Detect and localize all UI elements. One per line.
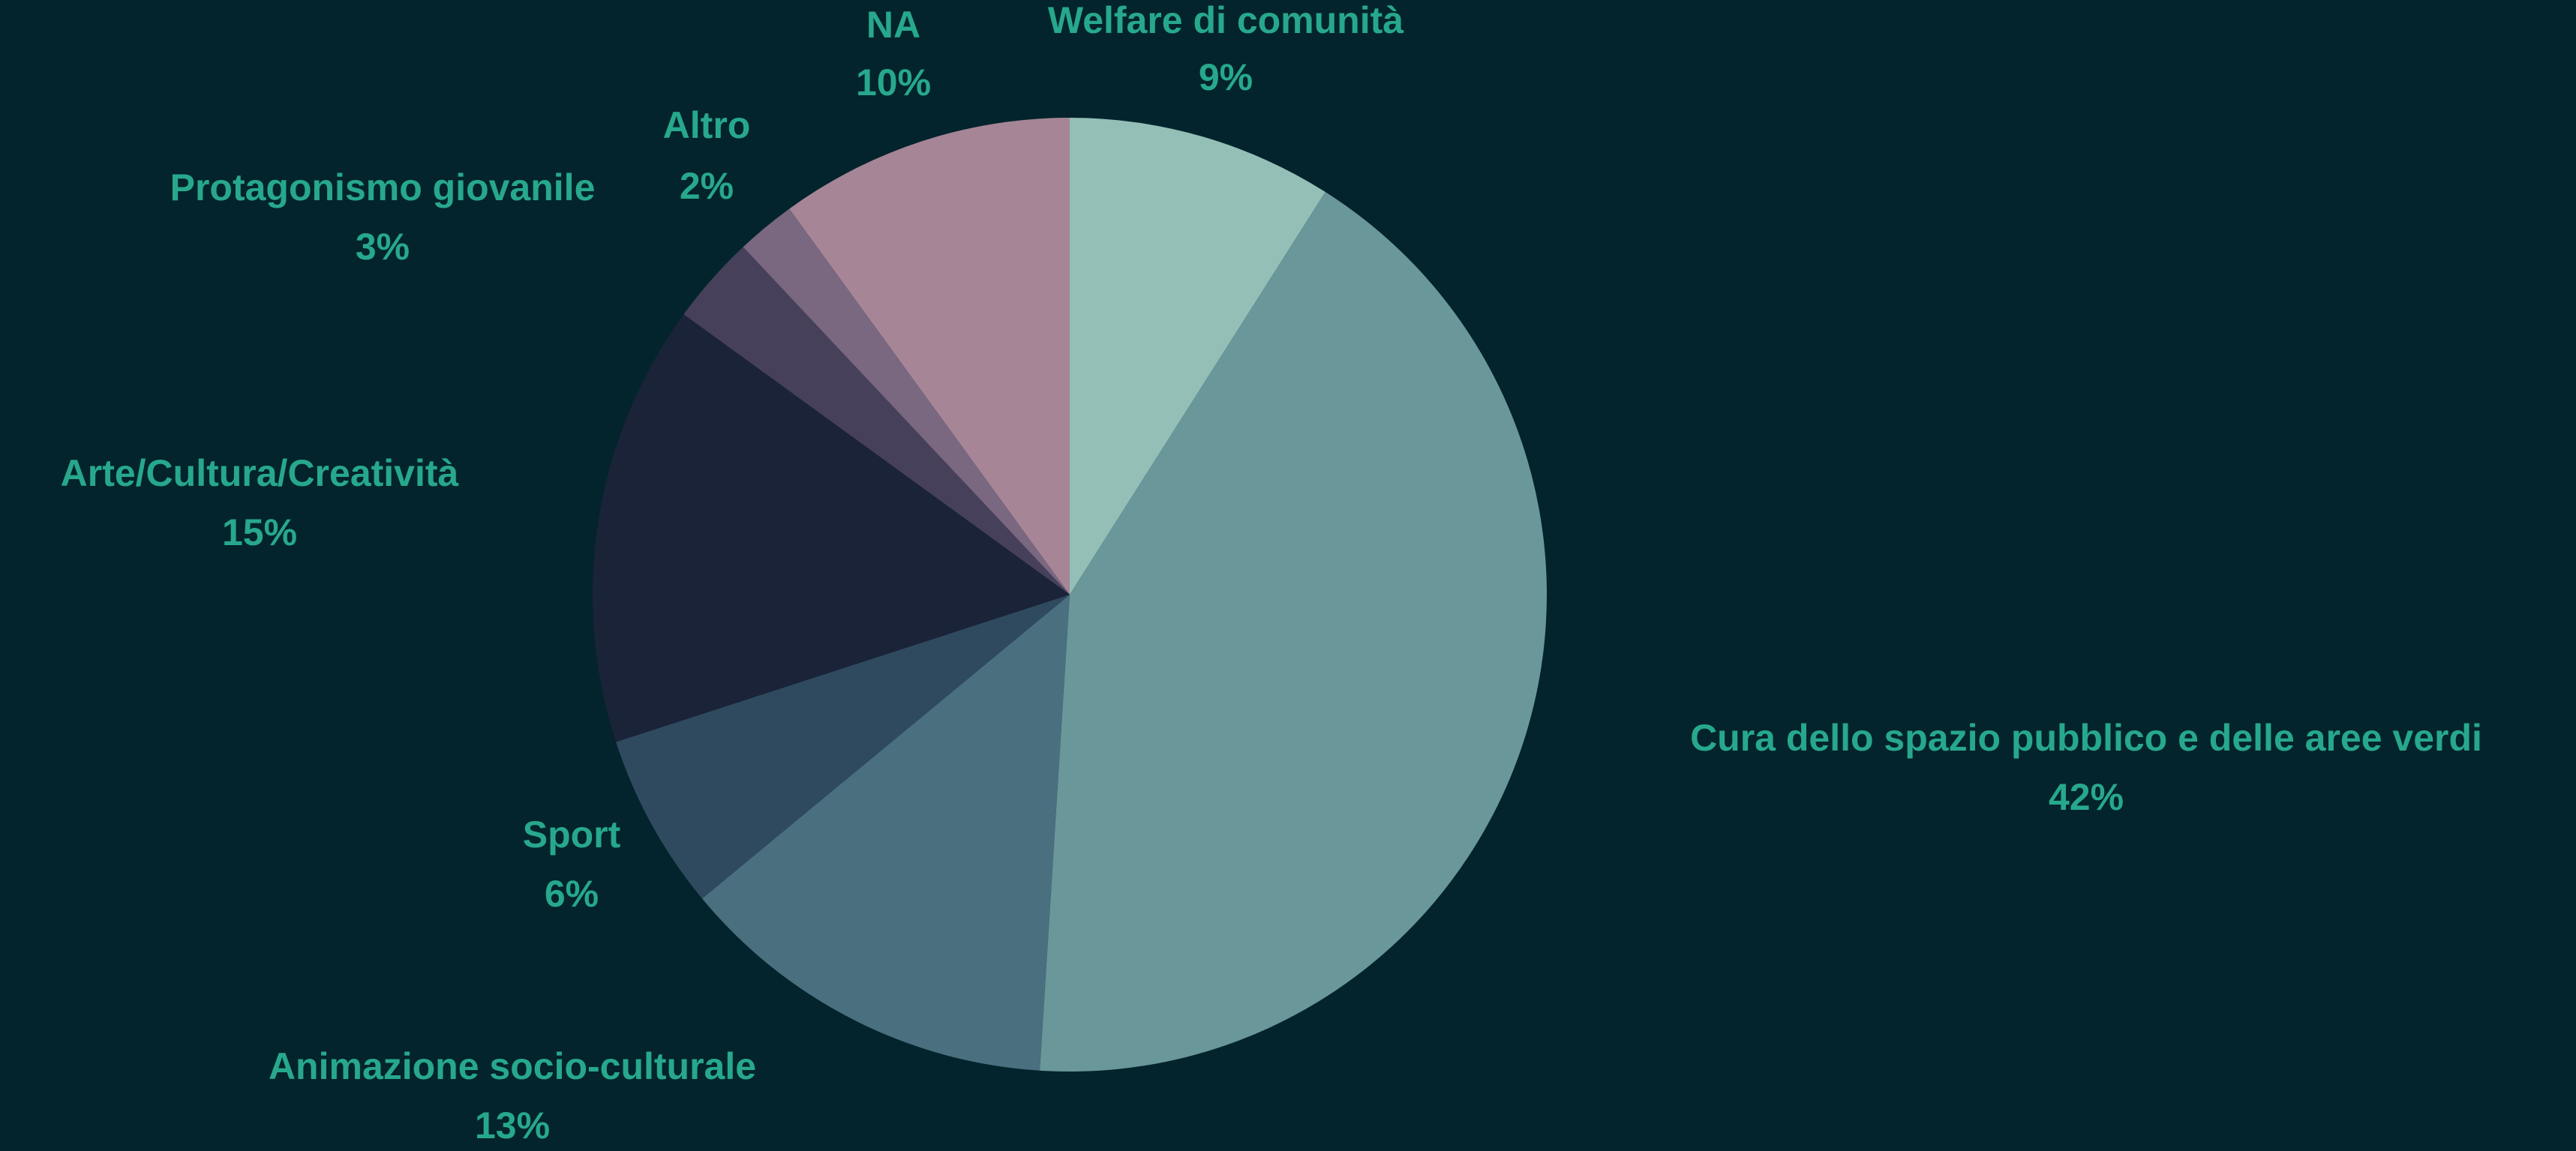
slice-label: Animazione socio-culturale [269, 1045, 756, 1087]
slice-value-label: 9% [1199, 56, 1253, 98]
pie-slice [789, 118, 1070, 595]
pie-slice [743, 208, 1070, 595]
slice-value-label: 42% [2049, 776, 2124, 818]
pie-slice [701, 595, 1070, 1071]
slice-value-label: 6% [545, 873, 599, 915]
slice-label: NA [866, 4, 920, 46]
pie-slice [683, 247, 1070, 595]
pie-slice [1070, 118, 1326, 595]
slice-label: Welfare di comunità [1048, 0, 1404, 41]
slice-label: Arte/Cultura/Creatività [61, 452, 459, 494]
slice-value-label: 15% [222, 511, 297, 553]
pie-slice [592, 314, 1070, 742]
slice-value-label: 10% [856, 61, 931, 103]
slice-label: Cura dello spazio pubblico e delle aree … [1690, 717, 2482, 759]
slice-label: Protagonismo giovanile [170, 166, 596, 208]
pie-slice [616, 595, 1070, 899]
pie-slice [1040, 192, 1547, 1072]
slice-value-label: 3% [356, 226, 410, 268]
slice-label: Sport [523, 814, 621, 856]
slice-value-label: 13% [475, 1105, 550, 1147]
slice-value-label: 2% [680, 165, 734, 207]
slice-label: Altro [663, 104, 751, 146]
